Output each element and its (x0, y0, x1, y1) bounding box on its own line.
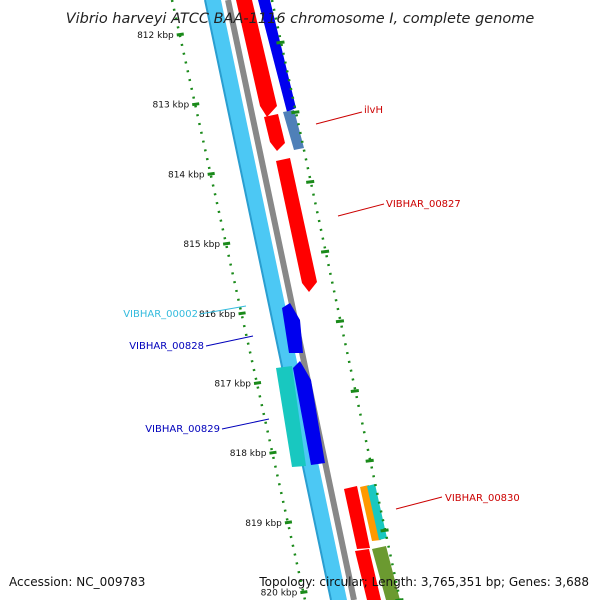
ruler-ticks: 812 kbp 813 kbp 814 kbp 815 kbp 816 kbp 817 k… (137, 31, 404, 600)
kbp-tick-label: 817 kbp (214, 380, 251, 390)
gene-label-ilvH[interactable]: ilvH (364, 105, 383, 116)
leader-lines (199, 111, 443, 510)
ruler-major-tick-right (380, 528, 389, 533)
gene-label-vibhar-00002[interactable]: VIBHAR_00002 (123, 309, 198, 320)
kbp-tick-label: 820 kbp (261, 589, 298, 599)
ruler-major-tick-right (320, 249, 330, 254)
kbp-tick-label: 814 kbp (168, 170, 205, 180)
gene-feature-vibhar-00830-teal[interactable] (367, 484, 387, 540)
gene-label-vibhar-00827[interactable]: VIBHAR_00827 (386, 199, 461, 210)
gene-label-vibhar-00830[interactable]: VIBHAR_00830 (445, 493, 520, 504)
ruler-major-tick-left (284, 520, 293, 525)
gene-feature-vibhar-00828[interactable] (293, 361, 325, 465)
outer-ring-track (204, 0, 347, 600)
ruler-dots-right (270, 0, 402, 600)
gene-feature-ilvH[interactable] (264, 114, 285, 151)
kbp-tick-label: 813 kbp (153, 101, 190, 111)
ruler-major-tick-left (269, 450, 277, 455)
ruler-major-tick-left (191, 102, 200, 107)
gene-feature-vibhar-00002[interactable] (282, 303, 303, 353)
ruler-major-tick-right (335, 319, 345, 324)
ruler-major-tick-left (222, 241, 231, 246)
genome-summary-text: Topology: circular; Length: 3,765,351 bp… (258, 575, 589, 589)
kbp-tick-label: 816 kbp (199, 310, 236, 320)
ruler-major-tick-right (306, 179, 315, 184)
kbp-tick-label: 819 kbp (245, 519, 282, 529)
gene-label-vibhar-00829[interactable]: VIBHAR_00829 (145, 424, 220, 435)
kbp-tick-label: 812 kbp (137, 31, 174, 41)
backbone-line (225, 0, 357, 600)
ruler-major-tick-left (207, 171, 215, 176)
map-title: Vibrio harveyi ATCC BAA-1116 chromosome … (66, 11, 535, 27)
gene-feature-top-blue[interactable] (258, 0, 296, 112)
gene-feature-bottom-olive[interactable] (372, 546, 400, 600)
ruler-dots-left (170, 0, 307, 600)
accession-text: Accession: NC_009783 (9, 575, 145, 589)
ruler-major-tick-right (365, 458, 374, 463)
gene-feature-bottom-red[interactable] (355, 549, 381, 600)
gene-feature-vibhar-00830-red[interactable] (344, 486, 370, 549)
gene-feature-vibhar-00827[interactable] (276, 158, 317, 292)
ruler-major-tick-left (238, 311, 246, 316)
gene-label-vibhar-00828[interactable]: VIBHAR_00828 (129, 341, 204, 352)
ruler-major-tick-right (350, 389, 359, 393)
ruler-major-tick-left (300, 590, 308, 595)
ruler-major-tick-left (253, 381, 262, 385)
ruler-major-tick-right (276, 40, 285, 45)
gene-feature-vibhar-00829[interactable] (276, 366, 306, 467)
ruler-major-tick-left (176, 32, 184, 37)
gene-feature-vibhar-00830-orange[interactable] (360, 485, 381, 541)
gene-feature-top-red[interactable] (236, 0, 277, 117)
kbp-tick-label: 818 kbp (230, 449, 267, 459)
ruler-major-tick-right (291, 110, 300, 115)
gene-feature-ilvH-steel[interactable] (283, 110, 304, 150)
kbp-tick-label: 815 kbp (183, 240, 220, 250)
